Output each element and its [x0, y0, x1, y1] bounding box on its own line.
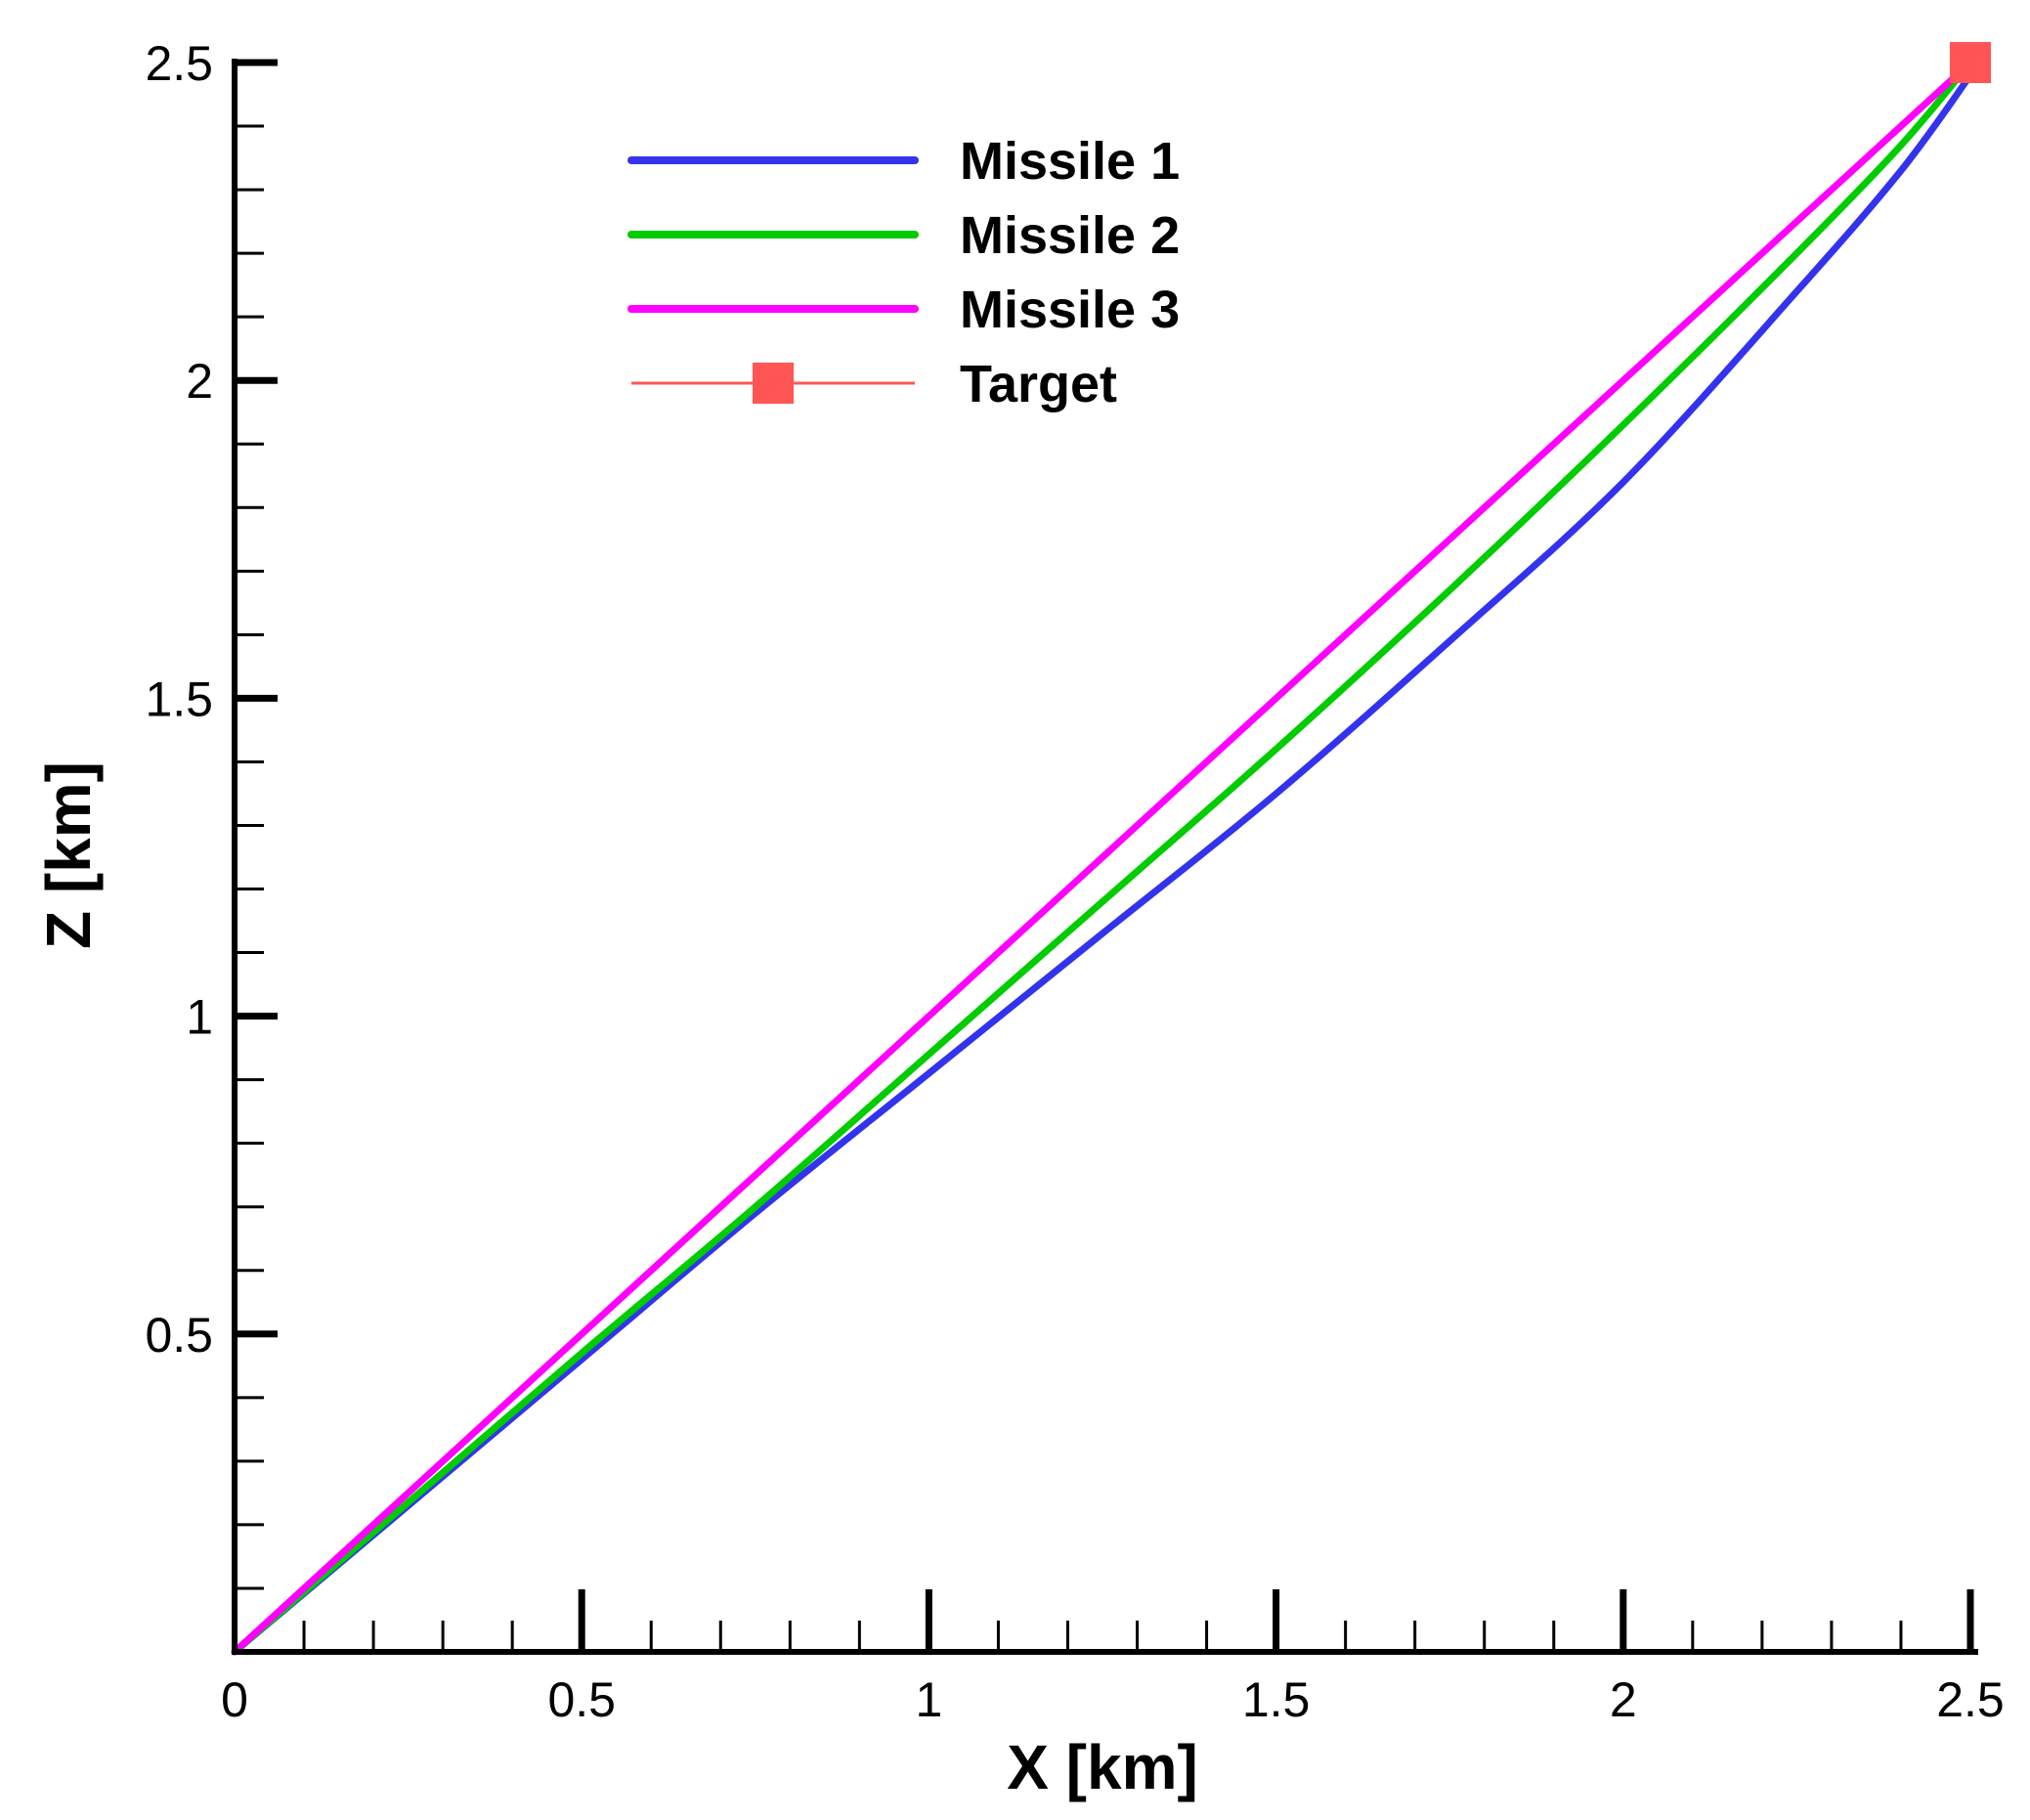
y-tick-label: 0.5 — [145, 1308, 213, 1363]
series-line-1 — [231, 71, 1974, 1656]
legend-label-3: Missile 3 — [960, 281, 1180, 339]
y-tick-label: 2 — [186, 354, 213, 409]
x-tick-label: 1.5 — [1242, 1672, 1311, 1727]
y-axis-title: Z [km] — [33, 761, 104, 949]
legend-label-1: Missile 1 — [960, 132, 1180, 191]
x-tick-label: 2 — [1610, 1672, 1637, 1727]
y-tick-label: 1 — [186, 990, 213, 1045]
legend: Missile 1 Missile 2 Missile 3 Target — [627, 132, 1180, 413]
legend-label-2: Missile 2 — [960, 206, 1180, 265]
x-tick-label: 1 — [915, 1672, 942, 1727]
y-tick-label: 2.5 — [145, 36, 213, 91]
y-tick-label: 1.5 — [145, 672, 213, 726]
plot-lines — [231, 59, 1974, 1656]
target-point — [1950, 42, 1991, 83]
target-marker — [1950, 42, 1991, 83]
x-tick-label: 2.5 — [1936, 1672, 2005, 1727]
x-tick-label: 0 — [221, 1672, 248, 1727]
x-axis-title: X [km] — [1007, 1732, 1198, 1802]
series-line-2 — [231, 59, 1974, 1656]
ticks: 0 0.5 1 1.5 2 2.5 0.5 1 1.5 2 2.5 — [145, 36, 2004, 1727]
x-tick-label: 0.5 — [547, 1672, 616, 1727]
legend-label-target: Target — [960, 355, 1117, 413]
series-line-3 — [231, 59, 1974, 1656]
legend-swatch-target-marker — [753, 363, 794, 404]
axes — [232, 59, 1978, 1655]
